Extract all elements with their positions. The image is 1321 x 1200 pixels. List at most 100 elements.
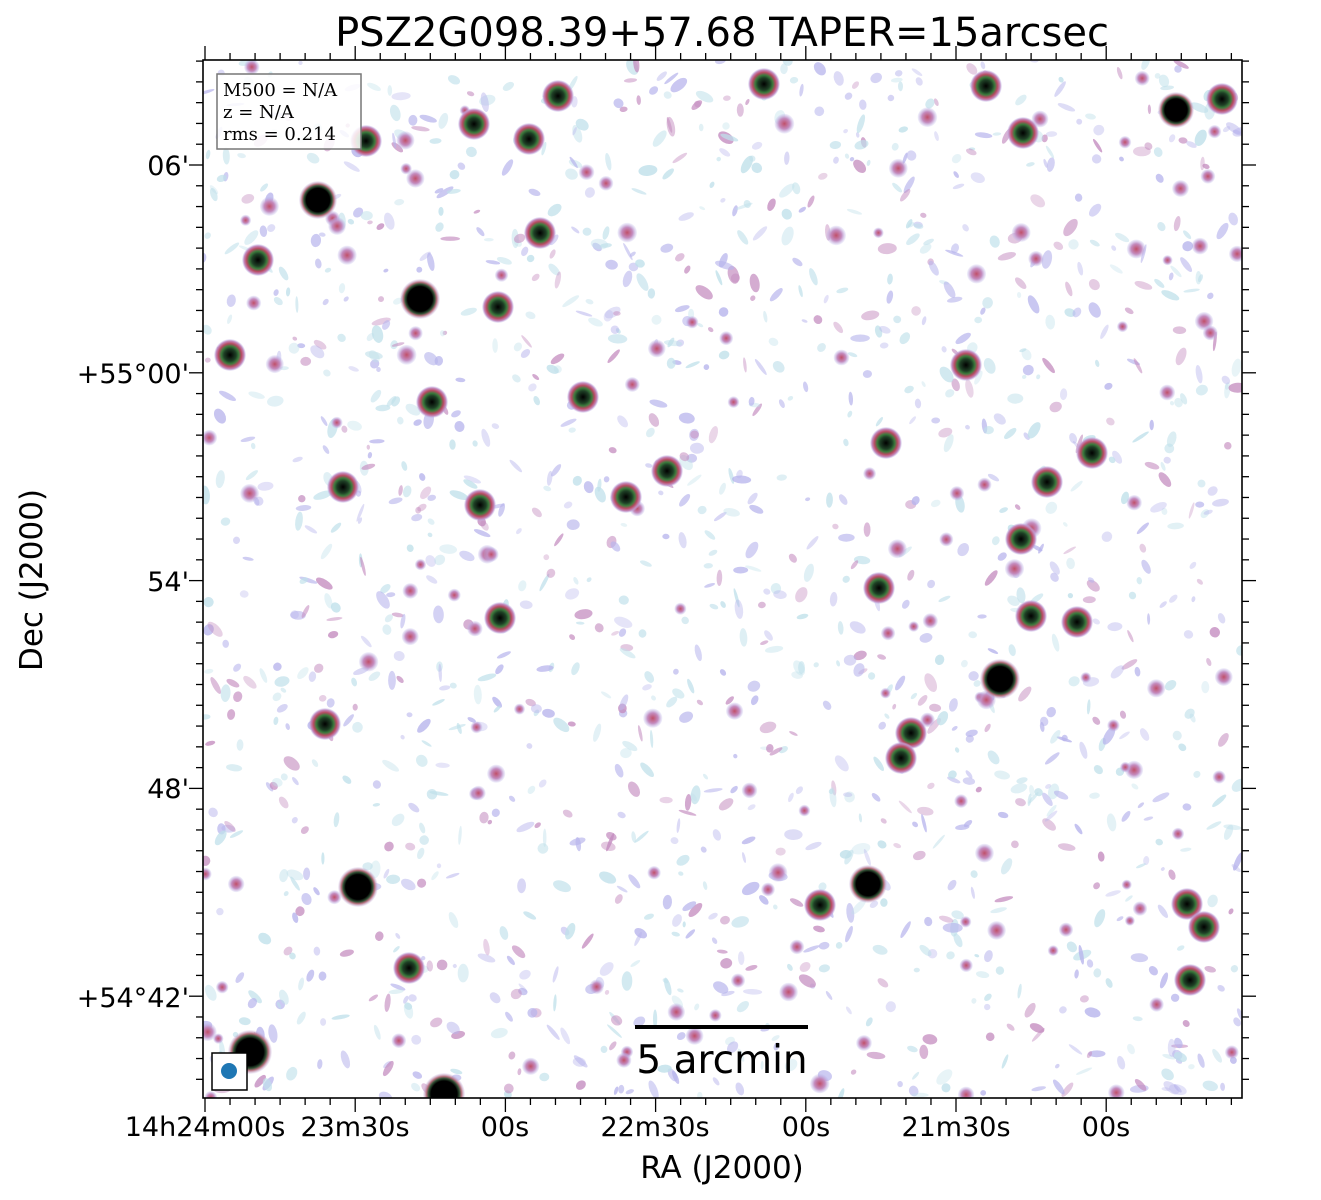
noise-speck (427, 518, 435, 525)
noise-speck (1231, 358, 1242, 377)
noise-speck (832, 523, 839, 530)
noise-speck (921, 316, 927, 326)
noise-speck (298, 494, 306, 503)
noise-speck (690, 430, 699, 439)
faint-source (617, 222, 637, 243)
noise-speck (919, 1044, 929, 1059)
noise-speck (295, 296, 299, 313)
noise-speck (718, 350, 730, 360)
noise-speck (1108, 456, 1116, 464)
faint-source (774, 113, 795, 134)
noise-speck (241, 193, 255, 204)
noise-speck (479, 94, 496, 106)
noise-speck (910, 692, 918, 700)
noise-speck (772, 360, 785, 373)
noise-speck (1149, 419, 1154, 431)
noise-speck (398, 485, 403, 496)
noise-speck (1188, 1064, 1195, 1070)
noise-speck (951, 243, 959, 254)
noise-speck (859, 99, 867, 110)
noise-speck (1207, 292, 1214, 300)
noise-speck (260, 183, 269, 192)
noise-speck (866, 1051, 886, 1060)
noise-speck (513, 342, 523, 352)
noise-speck (308, 671, 317, 682)
noise-speck (849, 157, 855, 162)
noise-speck (467, 717, 476, 723)
faint-source (1191, 237, 1209, 255)
faint-source (1047, 945, 1059, 956)
noise-speck (320, 1018, 327, 1026)
noise-speck (1180, 847, 1192, 852)
noise-speck (892, 182, 903, 193)
noise-speck (553, 717, 570, 733)
noise-speck (1168, 869, 1176, 880)
noise-speck (613, 311, 621, 316)
noise-speck (204, 232, 211, 239)
noise-speck (265, 782, 274, 792)
noise-speck (884, 713, 890, 719)
noise-speck (894, 70, 903, 77)
noise-speck (1206, 658, 1212, 666)
noise-speck (315, 258, 322, 269)
noise-speck (548, 263, 560, 276)
noise-speck (919, 944, 932, 957)
noise-speck (854, 140, 869, 150)
noise-speck (907, 1045, 918, 1053)
x-tick-label: 14h24m00s (125, 1112, 286, 1143)
noise-speck (606, 831, 617, 841)
noise-speck (843, 128, 848, 134)
noise-speck (1049, 401, 1062, 413)
noise-speck (711, 937, 718, 944)
noise-speck (814, 106, 825, 117)
faint-source (1162, 255, 1173, 266)
noise-speck (408, 114, 418, 126)
noise-speck (278, 796, 289, 809)
noise-speck (1130, 953, 1149, 963)
noise-speck (499, 926, 509, 940)
noise-speck (743, 199, 751, 209)
noise-speck (767, 198, 776, 211)
faint-source (1202, 325, 1218, 341)
faint-source (798, 804, 811, 817)
noise-speck (960, 659, 968, 668)
noise-speck (862, 370, 872, 378)
noise-speck (376, 367, 381, 372)
faint-source (741, 782, 758, 799)
noise-speck (439, 685, 451, 691)
noise-speck (417, 847, 425, 860)
noise-speck (337, 333, 346, 343)
noise-speck (759, 721, 777, 734)
info-mass: M500 = N/A (223, 80, 338, 101)
noise-speck (987, 750, 1000, 765)
noise-speck (298, 60, 303, 65)
noise-speck (620, 748, 632, 759)
noise-speck (987, 648, 999, 654)
noise-speck (695, 90, 714, 103)
noise-speck (449, 490, 469, 500)
faint-source (391, 1033, 407, 1048)
faint-source (726, 702, 744, 720)
noise-speck (1148, 965, 1158, 976)
noise-speck (457, 963, 469, 983)
noise-speck (503, 1083, 514, 1094)
noise-speck (1168, 272, 1174, 281)
noise-speck (434, 554, 446, 566)
noise-speck (702, 773, 709, 780)
noise-speck (825, 991, 833, 1000)
noise-speck (247, 998, 258, 1009)
noise-speck (718, 798, 734, 811)
noise-speck (630, 960, 641, 967)
noise-speck (510, 988, 522, 1000)
noise-speck (291, 777, 299, 786)
noise-speck (396, 675, 404, 683)
noise-speck (343, 714, 354, 727)
noise-speck (533, 395, 540, 406)
noise-speck (649, 730, 654, 748)
noise-speck (682, 921, 686, 928)
noise-speck (1154, 73, 1161, 79)
noise-speck (1074, 823, 1083, 835)
noise-speck (780, 63, 788, 75)
noise-speck (975, 786, 982, 793)
noise-speck (1217, 984, 1225, 992)
